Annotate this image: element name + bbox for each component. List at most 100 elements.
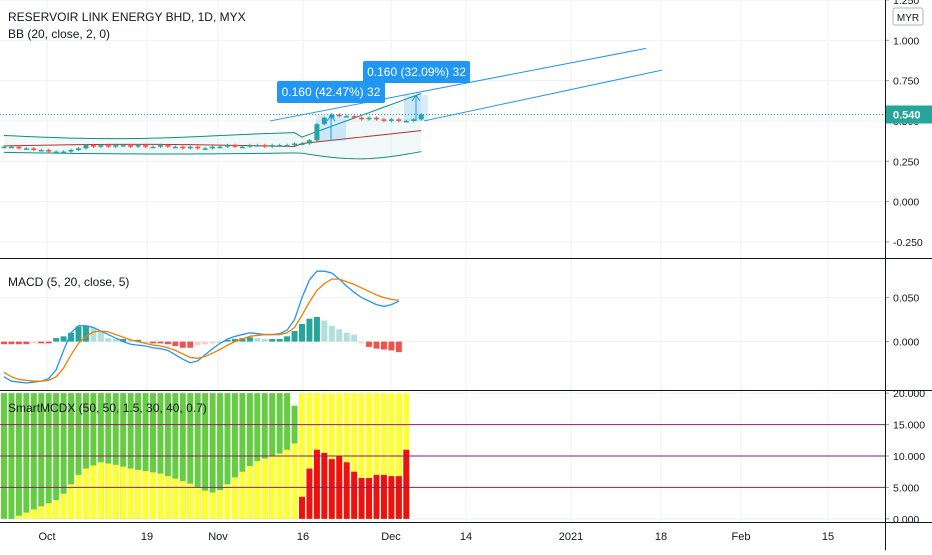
candle-body	[16, 146, 22, 149]
macd-histogram-bar	[82, 325, 89, 342]
smart-red-bar	[366, 478, 373, 519]
smart-yellow-bar	[45, 503, 52, 519]
macd-histogram-bar	[60, 336, 67, 342]
candle-body	[1, 146, 7, 149]
candle-body	[381, 119, 387, 121]
smart-red-bar	[358, 478, 365, 519]
macd-histogram-bar	[246, 337, 253, 342]
macd-histogram-bar	[142, 341, 149, 344]
smart-yellow-bar	[291, 443, 298, 519]
measure-label-1: 0.160 (42.47%) 32	[282, 85, 381, 99]
candle-body	[284, 145, 290, 147]
bb-legend[interactable]: BB (20, close, 2, 0)	[8, 27, 111, 41]
smart-yellow-bar	[97, 462, 104, 519]
candle-body	[83, 145, 89, 149]
smart-legend[interactable]: SmartMCDX (50, 50, 1.5, 30, 40, 0.7)	[8, 401, 207, 415]
macd-histogram-bar	[75, 326, 82, 342]
macd-histogram-bar	[90, 327, 97, 342]
value-tick-label: 0.000	[893, 337, 919, 349]
time-label: 18	[655, 531, 667, 543]
macd-histogram-bar	[269, 338, 276, 342]
value-tick-label: 0.050	[893, 293, 919, 305]
value-tick-label: 10.000	[893, 451, 925, 463]
smart-yellow-bar	[127, 468, 134, 519]
macd-histogram-bar	[291, 331, 298, 342]
candle-body	[411, 119, 417, 121]
macd-legend[interactable]: MACD (5, 20, close, 5)	[8, 275, 130, 289]
smart-yellow-bar	[15, 515, 22, 519]
trend-channel-upper	[269, 47, 647, 122]
measure-1-arrowhead	[326, 114, 336, 122]
macd-histogram-bar	[358, 341, 365, 344]
candle-body	[68, 149, 74, 152]
macd-histogram-bar	[172, 341, 179, 346]
measure-label-2-bg	[363, 61, 470, 83]
macd-histogram-bar	[157, 341, 164, 344]
bb-lower-line	[3, 151, 422, 160]
candle-body	[336, 114, 342, 117]
macd-histogram-bar	[380, 341, 387, 350]
smart-yellow-bar	[135, 469, 142, 519]
last-price-label: 0.540	[893, 109, 921, 121]
trend-channel-lower	[423, 69, 663, 122]
candle-body	[239, 146, 245, 149]
macd-histogram-bar	[23, 341, 30, 345]
candle-body	[180, 146, 186, 149]
candle-body	[269, 145, 275, 147]
candle-body	[292, 143, 298, 146]
smart-yellow-bar	[246, 466, 253, 519]
candle-body	[262, 145, 268, 147]
macd-histogram-bar	[1, 341, 7, 345]
smart-yellow-bar	[120, 466, 127, 519]
smart-red-bar	[343, 462, 350, 519]
candle-body	[374, 117, 379, 120]
macd-histogram-bar	[224, 339, 231, 342]
bb-fill	[4, 93, 422, 159]
candle-body	[388, 119, 394, 121]
value-tick-label: 1.000	[893, 35, 919, 47]
macd-histogram-bar	[388, 341, 395, 351]
candle-body	[247, 145, 253, 147]
smart-red-bar	[306, 468, 313, 519]
time-label: Oct	[38, 531, 55, 543]
currency-label: MYR	[897, 13, 919, 24]
candle-body	[418, 114, 424, 120]
time-label: 16	[297, 531, 309, 543]
smart-red-bar	[395, 476, 402, 519]
macd-histogram-bar	[150, 341, 156, 344]
smart-yellow-bar	[239, 471, 246, 519]
smart-yellow-bar	[142, 471, 149, 519]
candle-body	[98, 145, 104, 147]
macd-histogram-bar	[202, 341, 209, 345]
macd-histogram-bar	[53, 338, 60, 342]
macd-histogram-bar	[261, 338, 268, 342]
macd-histogram-bar	[68, 332, 75, 342]
macd-histogram-bar	[343, 332, 350, 342]
macd-histogram-bar	[254, 338, 261, 342]
smart-yellow-bar	[254, 461, 261, 519]
smart-yellow-bar	[224, 484, 231, 519]
smart-red-bar	[373, 474, 380, 519]
macd-histogram-bar	[112, 338, 119, 342]
candle-body	[172, 146, 178, 149]
smart-yellow-bar	[276, 453, 283, 519]
macd-histogram-bar	[120, 338, 127, 342]
candle-body	[210, 146, 216, 149]
smart-yellow-bar	[172, 478, 179, 519]
candle-body	[321, 117, 327, 125]
smart-red-bar	[388, 476, 395, 519]
macd-histogram-bar	[366, 341, 373, 347]
smart-yellow-bar	[164, 476, 171, 519]
macd-histogram-bar	[299, 324, 305, 342]
value-tick-label: 0.000	[893, 514, 919, 526]
candle-body	[314, 124, 320, 141]
smart-yellow-bar	[68, 484, 75, 519]
macd-histogram-bar	[194, 341, 201, 346]
smart-yellow-bar	[150, 472, 156, 519]
macd-histogram-bar	[30, 341, 37, 344]
macd-histogram-bar	[127, 339, 134, 342]
candle-body	[128, 145, 134, 147]
macd-histogram-bar	[395, 341, 402, 353]
smart-yellow-bar	[75, 474, 82, 519]
